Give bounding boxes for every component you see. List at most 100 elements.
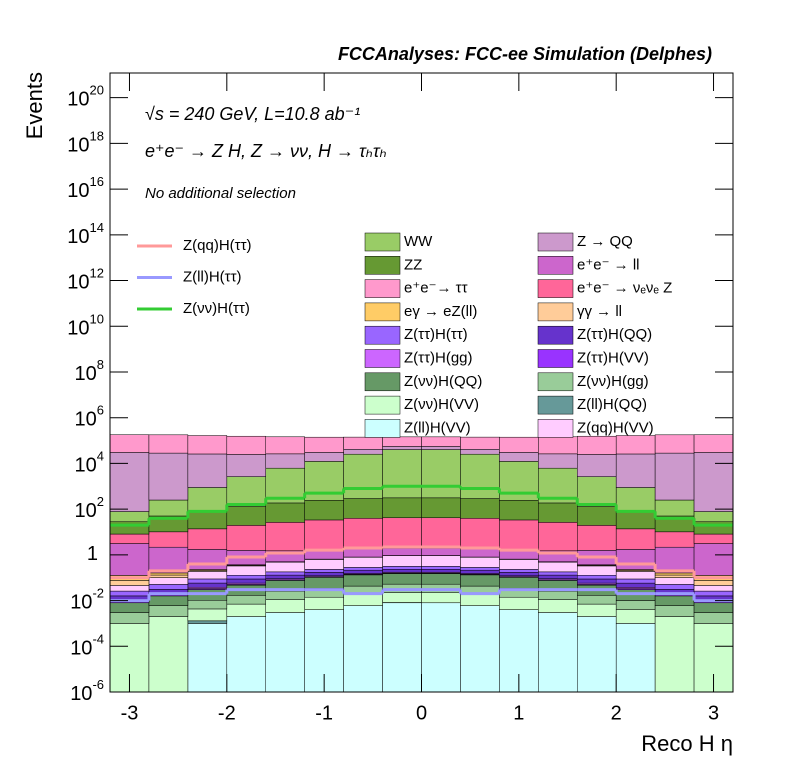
bar — [499, 572, 539, 577]
bar — [654, 574, 695, 578]
bar — [226, 603, 266, 617]
y-tick-label: 1020 — [67, 83, 104, 111]
bar — [538, 453, 578, 469]
tick-exponent: 20 — [90, 83, 104, 98]
tick-base: 10 — [75, 500, 97, 522]
tick-base: 10 — [70, 592, 92, 614]
bar — [421, 497, 461, 519]
bar — [343, 557, 383, 568]
bar — [382, 436, 422, 447]
bar — [654, 616, 695, 693]
legend-label: e⁺e⁻→ ττ — [404, 280, 468, 297]
bar — [654, 572, 695, 576]
bar — [460, 453, 500, 499]
bar — [421, 602, 461, 693]
bar — [499, 577, 539, 589]
legend-label: e⁺e⁻ → νₑνₑ Z — [577, 280, 672, 297]
bar — [499, 569, 539, 573]
bar — [382, 497, 422, 519]
bar — [265, 574, 305, 580]
bar — [693, 590, 734, 597]
x-tick-label: -2 — [218, 702, 236, 724]
bar — [460, 594, 500, 606]
legend-label: Z(νν)H(ττ) — [183, 300, 250, 317]
bar — [304, 596, 344, 610]
bar — [538, 571, 578, 576]
plot-area: -3 -2 -1 0 1 2 310-610-410-2110210410610810101… — [67, 72, 734, 724]
tick-exponent: 18 — [90, 129, 104, 144]
y-tick-label: 10-2 — [70, 586, 104, 614]
x-tick-label: 1 — [513, 702, 524, 724]
bar — [654, 434, 695, 454]
bar — [343, 453, 383, 499]
legend-swatch — [364, 232, 401, 252]
legend-label: WW — [404, 233, 433, 250]
bar — [693, 543, 734, 576]
bar — [615, 510, 656, 530]
bar — [460, 574, 500, 587]
legend-label: Z(ττ)H(gg) — [404, 349, 473, 366]
tick-base: 10 — [75, 363, 97, 385]
bar — [187, 453, 228, 488]
bar — [187, 487, 228, 512]
bar — [654, 595, 695, 606]
bar — [343, 574, 383, 587]
bar — [615, 453, 656, 488]
bar — [304, 519, 344, 551]
bar — [577, 595, 617, 605]
bar — [343, 436, 383, 450]
bar — [654, 605, 695, 617]
bar — [265, 612, 305, 693]
bar — [265, 436, 305, 455]
bar — [304, 452, 344, 462]
bar — [654, 452, 695, 501]
tick-exponent: 14 — [90, 220, 104, 235]
bar — [148, 574, 189, 578]
bar — [109, 585, 150, 592]
bar — [187, 571, 228, 580]
y-tick-label: 1016 — [67, 175, 104, 203]
legend-label: Z(ττ)H(QQ) — [577, 326, 652, 343]
bar — [109, 452, 150, 512]
bar — [109, 580, 150, 586]
bar — [577, 565, 617, 576]
bar — [382, 569, 422, 573]
bar — [382, 548, 422, 556]
legend-label: γγ → ll — [577, 303, 622, 320]
bar — [460, 557, 500, 568]
bar — [109, 612, 150, 624]
bar — [460, 567, 500, 571]
bar — [577, 476, 617, 507]
bar — [499, 452, 539, 462]
legend-swatch — [537, 256, 574, 275]
legend-label: Z(ττ)H(ττ) — [404, 326, 468, 343]
bar — [577, 616, 617, 693]
bar — [577, 603, 617, 617]
legend-label: Z(qq)H(VV) — [577, 419, 654, 436]
legend-swatch — [364, 419, 401, 438]
bar — [421, 555, 461, 567]
legend-label: Z(νν)H(VV) — [404, 396, 479, 413]
y-tick-label: 10-6 — [70, 677, 104, 705]
legend-swatch — [364, 279, 401, 298]
legend-swatch — [537, 232, 574, 252]
tick-exponent: 12 — [90, 266, 104, 281]
bar — [421, 573, 461, 585]
tick-exponent: 8 — [97, 357, 104, 372]
tick-exponent: 10 — [90, 312, 104, 327]
legend-swatch — [537, 395, 574, 415]
tick-base: 10 — [67, 272, 89, 294]
bar — [343, 548, 383, 558]
bar — [538, 590, 578, 600]
bar — [343, 449, 383, 455]
tick-exponent: 2 — [97, 495, 104, 510]
chart-title: FCCAnalyses: FCC-ee Simulation (Delphes) — [338, 44, 712, 64]
tick-base: 10 — [75, 455, 97, 477]
tick-exponent: 6 — [97, 403, 104, 418]
bar — [460, 498, 500, 519]
bar — [460, 436, 500, 450]
bar — [343, 567, 383, 571]
bar — [499, 596, 539, 610]
tick-base: 10 — [67, 89, 89, 111]
